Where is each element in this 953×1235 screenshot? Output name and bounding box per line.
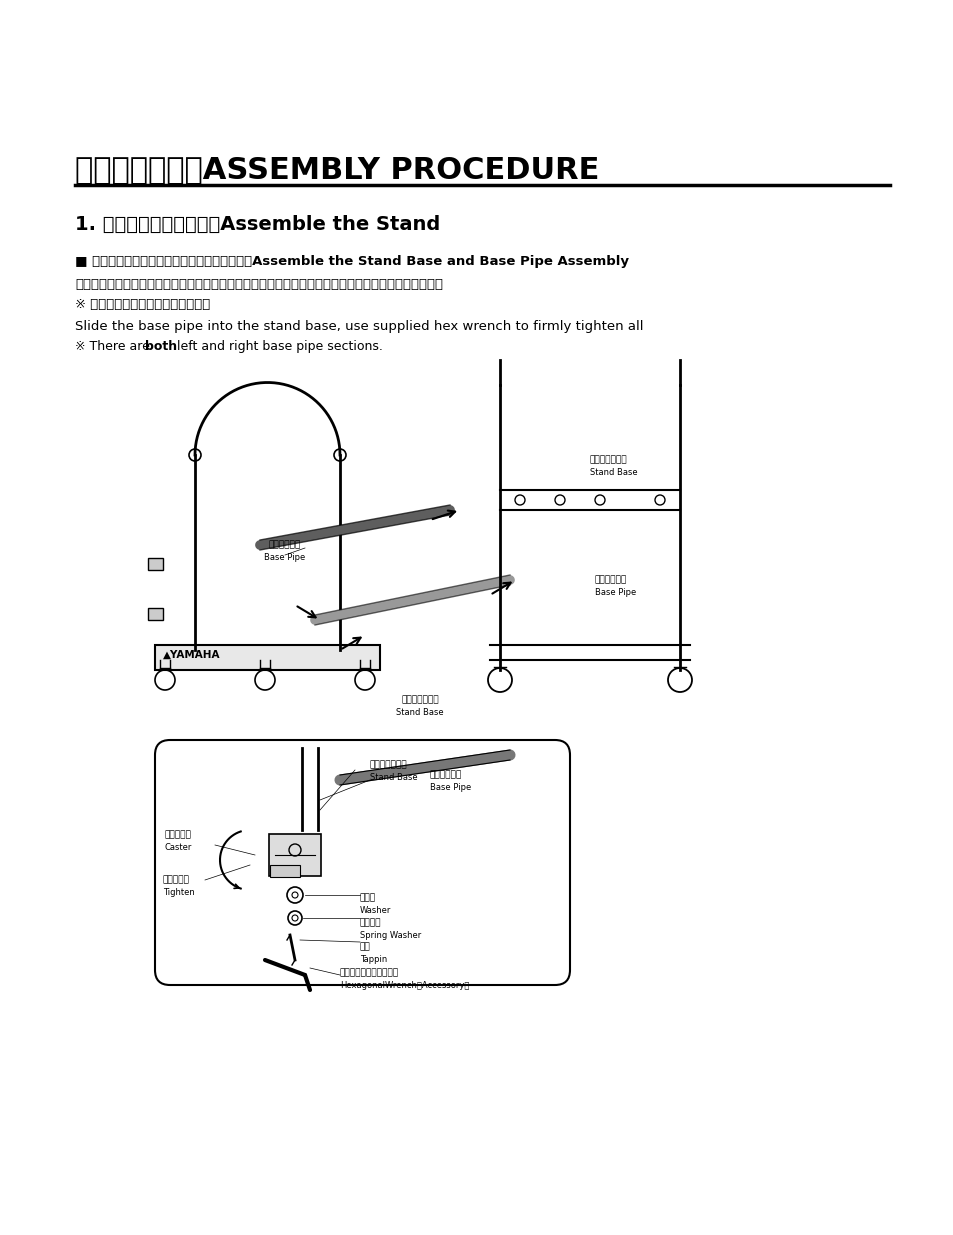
Text: Stand Base: Stand Base: [589, 468, 637, 477]
FancyBboxPatch shape: [154, 645, 379, 671]
Text: スタンドベース: スタンドベース: [589, 454, 627, 464]
Text: Base Pipe: Base Pipe: [430, 783, 471, 792]
Text: left and right base pipe sections.: left and right base pipe sections.: [172, 340, 382, 353]
Bar: [148, 558, 163, 571]
Text: Stand Base: Stand Base: [370, 773, 417, 782]
Text: ベースパイプ: ベースパイプ: [430, 769, 462, 779]
Bar: [148, 608, 163, 620]
Bar: [270, 864, 299, 877]
Text: キャスター: キャスター: [165, 830, 192, 839]
Text: 平座金: 平座金: [359, 893, 375, 902]
Text: ▲YAMAHA: ▲YAMAHA: [163, 650, 220, 659]
Text: Washer: Washer: [359, 906, 391, 915]
Text: ※ There are: ※ There are: [75, 340, 153, 353]
Text: Slide the base pipe into the stand base, use supplied hex wrench to firmly tight: Slide the base pipe into the stand base,…: [75, 320, 643, 333]
FancyBboxPatch shape: [154, 740, 569, 986]
Text: Tappin: Tappin: [359, 955, 387, 965]
Text: ベースパイプをスタンドベースに差し込み、付属の六角棒スパナを使って確実に締め付けてください。: ベースパイプをスタンドベースに差し込み、付属の六角棒スパナを使って確実に締め付け…: [75, 278, 442, 291]
Text: Base Pipe: Base Pipe: [264, 553, 305, 562]
Text: Base Pipe: Base Pipe: [595, 588, 636, 597]
Text: Spring Washer: Spring Washer: [359, 931, 421, 940]
Text: 締め付ける: 締め付ける: [163, 876, 190, 884]
Text: バネ座金: バネ座金: [359, 918, 381, 927]
Text: ベースパイプ: ベースパイプ: [269, 540, 301, 550]
Text: ■ スタンドベースとベースパイプの組み立て／Assemble the Stand Base and Base Pipe Assembly: ■ スタンドベースとベースパイプの組み立て／Assemble the Stand…: [75, 254, 628, 268]
Text: Caster: Caster: [165, 844, 193, 852]
Text: both: both: [145, 340, 177, 353]
Text: ベースパイプ: ベースパイプ: [595, 576, 626, 584]
Text: Tighten: Tighten: [163, 888, 194, 897]
Text: スタンドベース: スタンドベース: [370, 760, 407, 769]
Text: 六角棒スパナ（付属品）: 六角棒スパナ（付属品）: [339, 968, 398, 977]
Text: ※ ベースパイプは、左右共通です。: ※ ベースパイプは、左右共通です。: [75, 298, 210, 311]
Text: 組み立て手順／ASSEMBLY PROCEDURE: 組み立て手順／ASSEMBLY PROCEDURE: [75, 156, 598, 184]
FancyBboxPatch shape: [269, 834, 320, 876]
Text: スタンドベース: スタンドベース: [401, 695, 438, 704]
Text: ネジ: ネジ: [359, 942, 371, 951]
Text: Stand Base: Stand Base: [395, 708, 443, 718]
Text: 1. スタンドの組み立て／Assemble the Stand: 1. スタンドの組み立て／Assemble the Stand: [75, 215, 439, 233]
Text: HexagonalWrench（Accessory）: HexagonalWrench（Accessory）: [339, 981, 469, 990]
